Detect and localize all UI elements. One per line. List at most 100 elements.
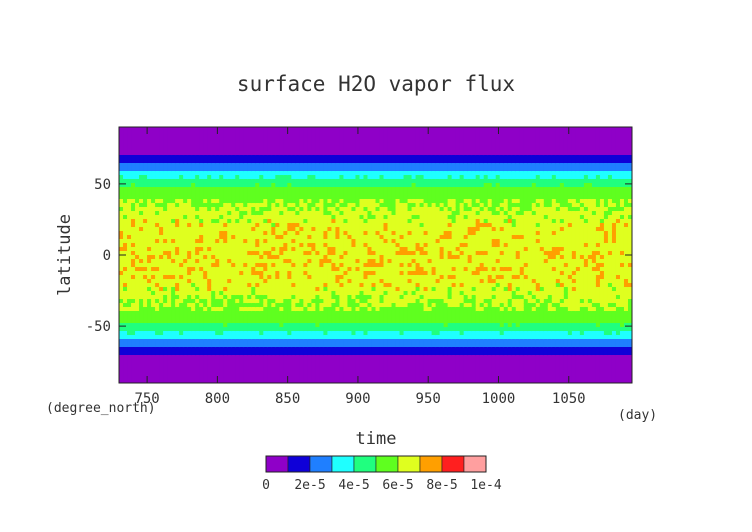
heatmap-cell (227, 183, 232, 188)
heatmap-cell (259, 255, 264, 260)
heatmap-cell (215, 299, 220, 304)
heatmap-cell (259, 215, 264, 220)
heatmap-cell (147, 327, 152, 332)
heatmap-cell (239, 379, 244, 383)
heatmap-cell (215, 231, 220, 236)
heatmap-cell (327, 311, 333, 316)
heatmap-cell (239, 127, 244, 132)
heatmap-cell (135, 219, 140, 224)
heatmap-cell (143, 359, 148, 364)
heatmap-cell (279, 263, 284, 268)
heatmap-cell (359, 175, 365, 180)
heatmap-cell (403, 155, 409, 160)
heatmap-cell (231, 239, 236, 244)
heatmap-cell (351, 263, 357, 268)
heatmap-cell (255, 143, 260, 148)
heatmap-cell (243, 163, 248, 168)
heatmap-cell (159, 215, 164, 220)
heatmap-cell (331, 263, 337, 268)
heatmap-cell (359, 339, 365, 344)
heatmap-cell (415, 299, 421, 304)
heatmap-cell (171, 291, 176, 296)
heatmap-cell (287, 323, 292, 328)
heatmap-cell (331, 247, 337, 252)
heatmap-cell (147, 363, 152, 368)
heatmap-cell (291, 175, 296, 180)
heatmap-cell (419, 207, 425, 212)
heatmap-cell (127, 175, 132, 180)
heatmap-cell (283, 311, 288, 316)
heatmap-cell (367, 287, 373, 292)
heatmap-cell (319, 151, 324, 156)
heatmap-cell (227, 139, 232, 144)
heatmap-cell (359, 319, 365, 324)
heatmap-cell (275, 179, 280, 184)
heatmap-cell (219, 199, 224, 204)
heatmap-cell (331, 323, 337, 328)
heatmap-cell (347, 183, 353, 188)
heatmap-cell (331, 231, 337, 236)
heatmap-cell (303, 235, 308, 240)
heatmap-cell (419, 315, 425, 320)
heatmap-cell (167, 187, 172, 192)
heatmap-cell (411, 367, 417, 372)
heatmap-cell (271, 331, 276, 336)
heatmap-cell (211, 283, 216, 288)
heatmap-cell (315, 215, 320, 220)
heatmap-cell (291, 183, 296, 188)
heatmap-cell (427, 347, 433, 352)
heatmap-cell (391, 135, 397, 140)
heatmap-cell (383, 355, 389, 360)
heatmap-cell (287, 175, 292, 180)
heatmap-cell (131, 255, 136, 260)
heatmap-cell (339, 127, 345, 132)
heatmap-cell (191, 135, 196, 140)
heatmap-cell (255, 163, 260, 168)
heatmap-cell (291, 143, 296, 148)
heatmap-cell (167, 355, 172, 360)
heatmap-cell (295, 223, 300, 228)
heatmap-cell (307, 223, 312, 228)
heatmap-cell (335, 291, 341, 296)
heatmap-cell (391, 147, 397, 152)
heatmap-cell (395, 187, 401, 192)
heatmap-cell (239, 315, 244, 320)
heatmap-cell (239, 295, 244, 300)
heatmap-cell (215, 203, 220, 208)
heatmap-cell (199, 167, 204, 172)
heatmap-cell (331, 175, 337, 180)
heatmap-cell (127, 207, 132, 212)
heatmap-cell (227, 291, 232, 296)
heatmap-cell (335, 295, 341, 300)
heatmap-cell (195, 199, 200, 204)
heatmap-cell (395, 223, 401, 228)
heatmap-cell (391, 339, 397, 344)
heatmap-cell (295, 171, 300, 176)
heatmap-cell (303, 247, 308, 252)
heatmap-cell (407, 359, 413, 364)
heatmap-cell (419, 195, 425, 200)
heatmap-cell (175, 203, 180, 208)
heatmap-cell (207, 187, 212, 192)
heatmap-cell (327, 195, 333, 200)
heatmap-cell (227, 315, 232, 320)
heatmap-cell (303, 295, 308, 300)
heatmap-cell (271, 287, 276, 292)
heatmap-cell (131, 203, 136, 208)
heatmap-cell (387, 379, 393, 383)
heatmap-cell (291, 335, 296, 340)
heatmap-cell (287, 303, 292, 308)
heatmap-cell (155, 211, 160, 216)
heatmap-cell (203, 307, 208, 312)
heatmap-cell (351, 335, 357, 340)
heatmap-cell (163, 375, 168, 380)
heatmap-cell (131, 279, 136, 284)
heatmap-cell (427, 243, 433, 248)
heatmap-cell (367, 279, 373, 284)
heatmap-cell (151, 215, 156, 220)
heatmap-cell (371, 303, 377, 308)
heatmap-cell (219, 263, 224, 268)
heatmap-cell (223, 171, 228, 176)
heatmap-cell (223, 375, 228, 380)
heatmap-cell (199, 379, 204, 383)
